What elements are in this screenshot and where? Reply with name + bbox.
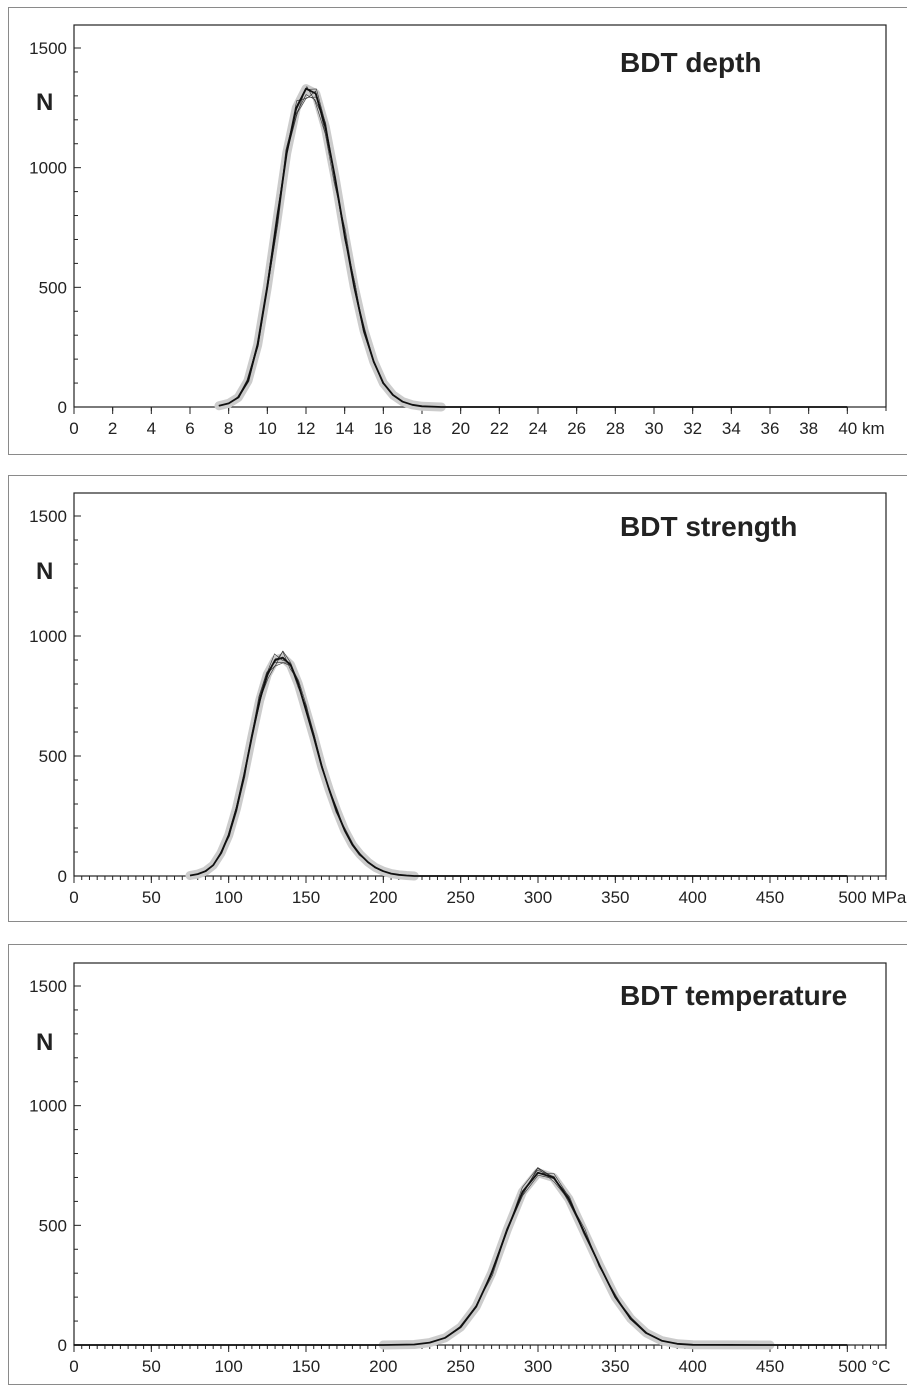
x-tick-label: 10 <box>258 419 277 438</box>
series-member-line <box>190 658 848 877</box>
chart-title: BDT temperature <box>620 980 847 1011</box>
x-tick-label: 36 <box>761 419 780 438</box>
x-tick-label: 100 <box>214 1357 242 1376</box>
x-tick-label: 14 <box>335 419 354 438</box>
y-tick-label: 0 <box>58 398 67 417</box>
x-tick-label: 0 <box>69 419 78 438</box>
y-tick-label: 500 <box>39 1216 67 1235</box>
x-tick-label: 12 <box>297 419 316 438</box>
x-tick-label: 200 <box>369 1357 397 1376</box>
series-line <box>74 1171 848 1346</box>
series-member-line <box>73 1169 847 1346</box>
series-member-line <box>218 87 848 408</box>
series-member-line <box>219 86 848 408</box>
plot-area <box>73 492 887 877</box>
y-tick-label: 0 <box>58 1336 67 1355</box>
series-member-line <box>73 1167 848 1346</box>
series-member-line <box>190 653 848 877</box>
y-tick-label: 1000 <box>29 159 67 178</box>
series-member-line <box>218 90 848 408</box>
series-member-line <box>190 662 847 877</box>
x-tick-label: 24 <box>529 419 548 438</box>
x-tick-label: 0 <box>69 1357 78 1376</box>
series-member-line <box>219 88 847 408</box>
x-tick-label: 450 <box>756 888 784 907</box>
x-tick-label: 250 <box>446 1357 474 1376</box>
x-tick-label: 150 <box>292 1357 320 1376</box>
y-tick-label: 500 <box>39 747 67 766</box>
x-tick-label: 500 °C <box>838 1357 890 1376</box>
x-tick-label: 350 <box>601 888 629 907</box>
series-member-line <box>73 1167 848 1346</box>
x-tick-label: 0 <box>69 888 78 907</box>
x-tick-label: 38 <box>799 419 818 438</box>
x-tick-label: 50 <box>142 888 161 907</box>
y-axis-label: N <box>36 558 53 585</box>
y-axis-label: N <box>36 89 53 116</box>
x-tick-label: 150 <box>292 888 320 907</box>
series-line <box>189 656 848 877</box>
plot-area <box>73 24 887 408</box>
y-tick-label: 1500 <box>29 507 67 526</box>
x-tick-label: 4 <box>147 419 156 438</box>
x-tick-label: 350 <box>601 1357 629 1376</box>
series-envelope <box>214 84 446 412</box>
x-tick-label: 300 <box>524 1357 552 1376</box>
chart-title: BDT depth <box>620 47 762 78</box>
series-member-line <box>190 662 848 877</box>
y-tick-label: 1500 <box>29 39 67 58</box>
x-tick-label: 22 <box>490 419 509 438</box>
series-line <box>218 87 848 408</box>
x-tick-label: 2 <box>108 419 117 438</box>
x-tick-label: 28 <box>606 419 625 438</box>
x-tick-label: 6 <box>185 419 194 438</box>
x-tick-label: 40 km <box>838 419 884 438</box>
y-tick-label: 500 <box>39 278 67 297</box>
x-tick-label: 30 <box>645 419 664 438</box>
x-tick-label: 400 <box>678 888 706 907</box>
x-tick-label: 20 <box>451 419 470 438</box>
series-envelope <box>378 1168 775 1350</box>
panel-frame-depth <box>8 7 907 455</box>
x-tick-label: 200 <box>369 888 397 907</box>
series-member-line <box>190 650 849 877</box>
x-tick-label: 400 <box>678 1357 706 1376</box>
x-tick-label: 32 <box>683 419 702 438</box>
series-envelope <box>185 653 419 881</box>
chart-title: BDT strength <box>620 511 797 542</box>
x-tick-label: 8 <box>224 419 233 438</box>
x-tick-label: 34 <box>722 419 741 438</box>
x-tick-label: 250 <box>446 888 474 907</box>
series-member-line <box>74 1167 849 1346</box>
series-member-line <box>219 96 849 408</box>
series-member-line <box>218 94 847 408</box>
x-tick-label: 18 <box>413 419 432 438</box>
y-tick-label: 1500 <box>29 977 67 996</box>
chart-strength: 0 500 1000 1500 0 50 100 150 200 250 300 350 400 450 5… <box>29 492 907 907</box>
x-tick-label: 26 <box>567 419 586 438</box>
x-tick-label: 450 <box>756 1357 784 1376</box>
y-tick-label: 1000 <box>29 1097 67 1116</box>
y-axis-label: N <box>36 1029 53 1056</box>
x-tick-label: 300 <box>524 888 552 907</box>
y-tick-label: 0 <box>58 867 67 886</box>
y-tick-label: 1000 <box>29 627 67 646</box>
x-tick-label: 50 <box>142 1357 161 1376</box>
chart-temperature: 0 500 1000 1500 0 50 100 150 200 250 300 350 400 450 5… <box>29 962 891 1376</box>
x-tick-label: 500 MPa <box>838 888 907 907</box>
x-tick-label: 100 <box>214 888 242 907</box>
panel-frame-strength <box>8 475 907 922</box>
x-tick-label: 16 <box>374 419 393 438</box>
series-member-line <box>190 650 847 877</box>
